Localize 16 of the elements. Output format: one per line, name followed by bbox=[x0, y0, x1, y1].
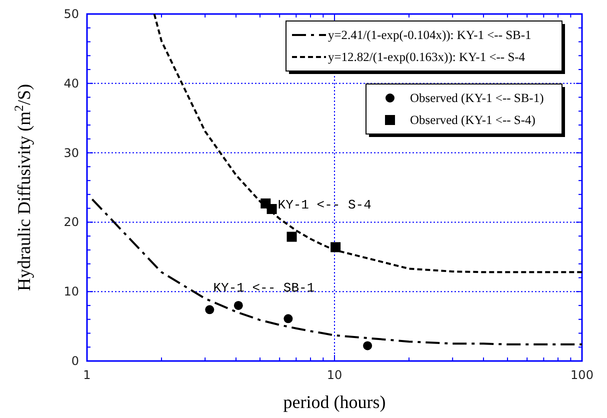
annotation: KY-1 <-- S-4 bbox=[278, 197, 372, 212]
y-tick-label: 10 bbox=[64, 284, 79, 299]
y-tick-label: 20 bbox=[64, 215, 79, 230]
legend-label: y=2.41/(1-exp(-0.104x)): KY-1 <-- SB-1 bbox=[328, 28, 532, 42]
x-tick-label: 1 bbox=[83, 368, 91, 382]
legend-label: Observed (KY-1 <-- S-4) bbox=[410, 113, 536, 127]
y-tick-label: 30 bbox=[64, 146, 79, 160]
legend-label: Observed (KY-1 <-- SB-1) bbox=[410, 91, 544, 105]
y-tick-label: 40 bbox=[64, 76, 79, 90]
y-tick-label: 50 bbox=[64, 7, 79, 21]
x-axis-title: period (hours) bbox=[283, 392, 386, 412]
y-tick-label: 0 bbox=[71, 354, 79, 368]
annotation: KY-1 <-- SB-1 bbox=[213, 280, 315, 296]
legend-label: y=12.82/(1-exp(0.163x)): KY-1 <-- S-4 bbox=[328, 50, 526, 64]
x-tick-label: 10 bbox=[326, 368, 342, 382]
x-tick-label: 100 bbox=[570, 368, 594, 382]
